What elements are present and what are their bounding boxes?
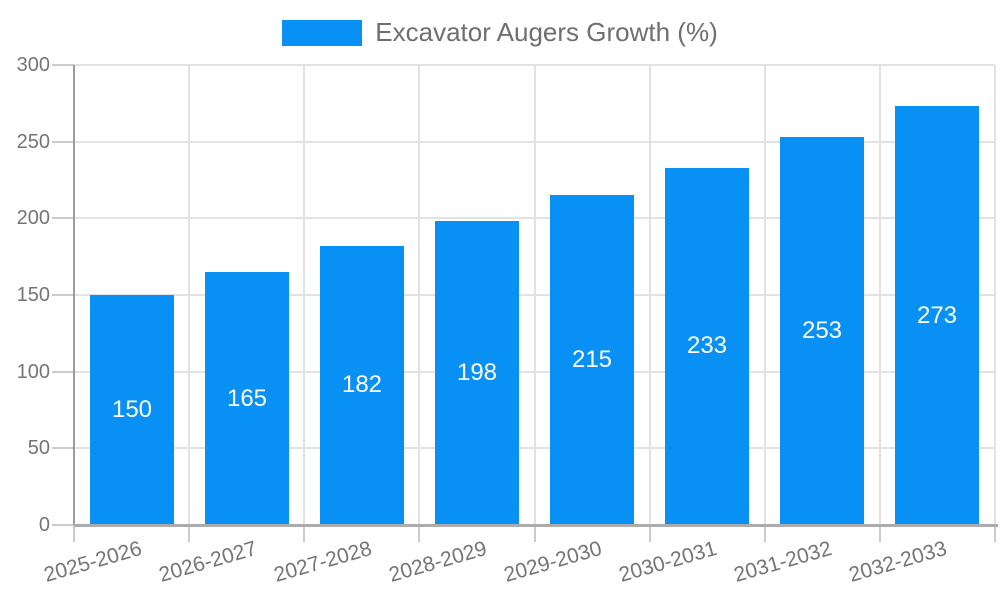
y-axis-label: 200 [16, 207, 50, 230]
bar-2031-2032[interactable] [780, 137, 864, 525]
y-axis-line [73, 65, 75, 525]
x-axis-line [74, 523, 998, 527]
bar-value-label: 150 [111, 396, 153, 423]
bar-2027-2028[interactable] [320, 246, 404, 525]
y-tick [52, 524, 74, 526]
x-tick [994, 525, 996, 542]
x-gridline [303, 65, 306, 525]
y-tick [52, 294, 74, 296]
y-axis-label: 0 [38, 514, 50, 536]
x-tick [763, 525, 766, 542]
y-tick [52, 217, 74, 220]
x-gridline [763, 65, 766, 525]
y-axis-label: 150 [16, 284, 50, 306]
bar-value-label: 198 [456, 359, 498, 386]
y-tick [52, 64, 74, 66]
x-tick [533, 525, 536, 542]
x-tick [878, 525, 881, 542]
bar-value-label: 165 [226, 385, 268, 412]
x-tick [648, 525, 651, 542]
x-tick [303, 525, 306, 542]
bar-2030-2031[interactable] [665, 168, 749, 525]
bar-value-label: 253 [801, 317, 843, 344]
y-tick [52, 447, 74, 450]
x-gridline [648, 65, 651, 525]
x-tick [188, 525, 191, 542]
y-axis-label: 50 [27, 437, 50, 460]
y-axis-label: 250 [16, 130, 50, 153]
x-gridline [994, 65, 996, 525]
bar-2025-2026[interactable] [90, 295, 174, 525]
y-axis-label: 300 [16, 54, 50, 76]
y-tick [52, 140, 74, 143]
legend-label: Excavator Augers Growth (%) [375, 17, 718, 47]
bar-2028-2029[interactable] [435, 221, 519, 525]
bar-value-label: 215 [571, 346, 613, 373]
bar-2026-2027[interactable] [205, 272, 289, 525]
legend-swatch [282, 19, 363, 46]
x-tick [418, 525, 421, 542]
x-gridline [533, 65, 536, 525]
x-gridline [878, 65, 881, 525]
bar-value-label: 182 [341, 371, 383, 398]
bar-value-label: 233 [686, 332, 728, 359]
x-tick [73, 525, 75, 542]
y-tick [52, 370, 74, 373]
x-gridline [188, 65, 191, 525]
bar-value-label: 273 [916, 302, 958, 329]
legend[interactable]: Excavator Augers Growth (%) [0, 19, 1000, 46]
x-gridline [418, 65, 421, 525]
bar-2032-2033[interactable] [895, 106, 979, 525]
y-axis-label: 100 [16, 360, 50, 383]
bar-2029-2030[interactable] [550, 195, 634, 525]
